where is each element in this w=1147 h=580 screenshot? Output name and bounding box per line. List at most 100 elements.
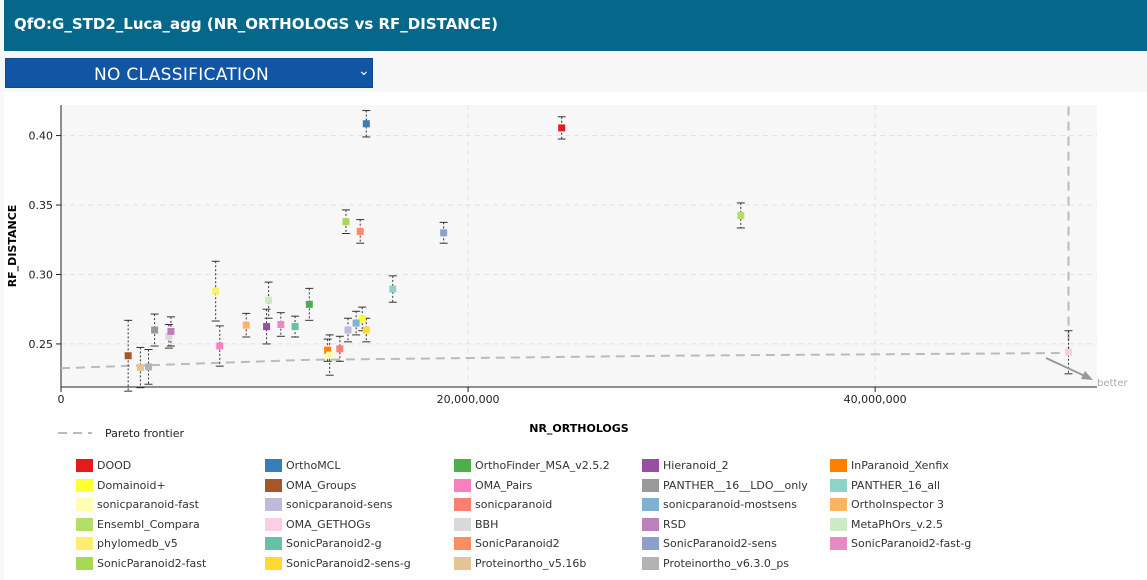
data-point[interactable]: [216, 342, 224, 350]
data-point[interactable]: [344, 326, 352, 334]
x-ticks: 0 20,000,000 40,000,000: [58, 387, 907, 406]
data-point[interactable]: [336, 345, 344, 353]
legend-label: MetaPhOrs_v.2.5: [851, 517, 943, 531]
legend-swatch: [265, 459, 282, 472]
pareto-legend-label: Pareto frontier: [105, 427, 184, 440]
y-ticks: 0.25 0.30 0.35 0.40: [29, 130, 61, 351]
legend-label: SonicParanoid2-sens: [663, 537, 777, 550]
better-arrow-head: [1081, 371, 1093, 380]
legend-swatch: [642, 459, 659, 472]
legend-swatch: [642, 556, 659, 570]
legend-swatch: [454, 498, 471, 511]
data-point[interactable]: [356, 227, 364, 235]
data-point[interactable]: [136, 364, 144, 372]
data-point[interactable]: [165, 332, 173, 340]
legend-label: RSD: [663, 517, 687, 531]
legend-swatch: [642, 537, 659, 550]
legend-label: SonicParanoid2: [475, 537, 560, 550]
legend-swatch: [830, 537, 847, 550]
data-point[interactable]: [277, 320, 285, 328]
legend-label: OrthoFinder_MSA_v2.5.2: [475, 459, 610, 472]
chart-panel: 0 20,000,000 40,000,000 0.25 0.30 0.35 0.40 b…: [4, 92, 1147, 580]
legend-label: Proteinortho_v6.3.0_ps: [663, 556, 790, 570]
x-tick-label: 0: [58, 393, 65, 406]
legend-label: phylomedb_v5: [97, 537, 178, 550]
legend-swatch: [76, 478, 93, 492]
legend-swatch: [642, 478, 659, 492]
data-point[interactable]: [389, 285, 397, 293]
data-point[interactable]: [124, 352, 132, 360]
y-tick-label: 0.30: [29, 268, 54, 281]
legend-label: PANTHER_16_all: [851, 478, 941, 492]
scatter-chart: 0 20,000,000 40,000,000 0.25 0.30 0.35 0.40 b…: [6, 105, 1128, 440]
data-point[interactable]: [440, 229, 448, 237]
data-point[interactable]: [305, 300, 313, 308]
legend-swatch: [265, 537, 282, 550]
legend-swatch: [454, 517, 471, 531]
data-points: [124, 120, 1073, 372]
y-tick-label: 0.35: [29, 199, 54, 212]
data-point[interactable]: [167, 327, 175, 335]
data-point[interactable]: [558, 124, 566, 132]
y-tick-label: 0.40: [29, 130, 54, 143]
legend-swatch: [454, 459, 471, 472]
page-title: QfO:G_STD2_Luca_agg (NR_ORTHOLOGS vs RF_…: [14, 15, 498, 33]
data-point[interactable]: [362, 120, 370, 128]
legend-swatch: [76, 459, 93, 472]
data-point[interactable]: [242, 321, 250, 329]
legend-swatch: [642, 498, 659, 511]
legend-swatch: [454, 537, 471, 550]
data-point[interactable]: [263, 323, 271, 331]
data-point[interactable]: [291, 323, 299, 331]
data-point[interactable]: [352, 319, 360, 327]
data-point[interactable]: [265, 296, 273, 304]
data-point[interactable]: [1065, 348, 1073, 356]
plot-area: [61, 105, 1097, 387]
data-point[interactable]: [358, 315, 366, 323]
legend-swatch: [830, 498, 847, 511]
legend-label: DOOD: [97, 459, 132, 472]
legend-swatch: [76, 498, 93, 511]
data-point[interactable]: [737, 211, 745, 219]
legend-label: OMA_Pairs: [475, 478, 533, 492]
legend-swatch: [265, 498, 282, 511]
better-label: better: [1097, 378, 1128, 389]
legend-label: sonicparanoid: [475, 498, 553, 511]
x-axis-title: NR_ORTHOLOGS: [529, 422, 629, 435]
classification-selected-value: NO CLASSIFICATION: [94, 65, 270, 85]
data-point[interactable]: [145, 363, 153, 371]
legend-label: SonicParanoid2-fast-g: [851, 537, 972, 550]
legend-label: Proteinortho_v5.16b: [475, 556, 587, 570]
legend-label: OMA_Groups: [286, 478, 357, 492]
legend-label: sonicparanoid-fast: [97, 498, 199, 511]
legend-swatch: [642, 517, 659, 531]
data-point[interactable]: [362, 326, 370, 334]
x-tick-label: 20,000,000: [437, 393, 500, 406]
legend-label: sonicparanoid-sens: [286, 498, 393, 511]
legend-swatch: [830, 517, 847, 531]
legend-label: Domainoid+: [97, 478, 166, 492]
legend-swatch: [265, 478, 282, 492]
legend-swatch: [76, 537, 93, 550]
data-point[interactable]: [151, 326, 159, 334]
y-axis-title: RF_DISTANCE: [6, 205, 19, 288]
header-bar: QfO:G_STD2_Luca_agg (NR_ORTHOLOGS vs RF_…: [4, 0, 1147, 51]
data-point[interactable]: [212, 287, 220, 295]
data-point[interactable]: [324, 346, 332, 354]
legend-label: BBH: [475, 517, 499, 531]
classification-select[interactable]: NO CLASSIFICATION ⌄: [5, 58, 373, 88]
data-point[interactable]: [326, 351, 334, 359]
x-tick-label: 40,000,000: [844, 393, 907, 406]
data-point[interactable]: [342, 218, 350, 226]
legend-swatch: [76, 556, 93, 570]
legend-label: OrthoMCL: [286, 459, 341, 472]
legend-label: OMA_GETHOGs: [286, 517, 371, 531]
legend-label: SonicParanoid2-fast: [97, 556, 207, 570]
better-arrow: [1045, 357, 1088, 378]
y-tick-label: 0.25: [29, 338, 54, 351]
legend-swatch: [265, 556, 282, 570]
legend-label: sonicparanoid-mostsens: [663, 498, 797, 511]
legend-label: PANTHER__16__LDO__only: [663, 478, 808, 492]
legend-swatch: [454, 556, 471, 570]
legend-swatch: [265, 517, 282, 531]
